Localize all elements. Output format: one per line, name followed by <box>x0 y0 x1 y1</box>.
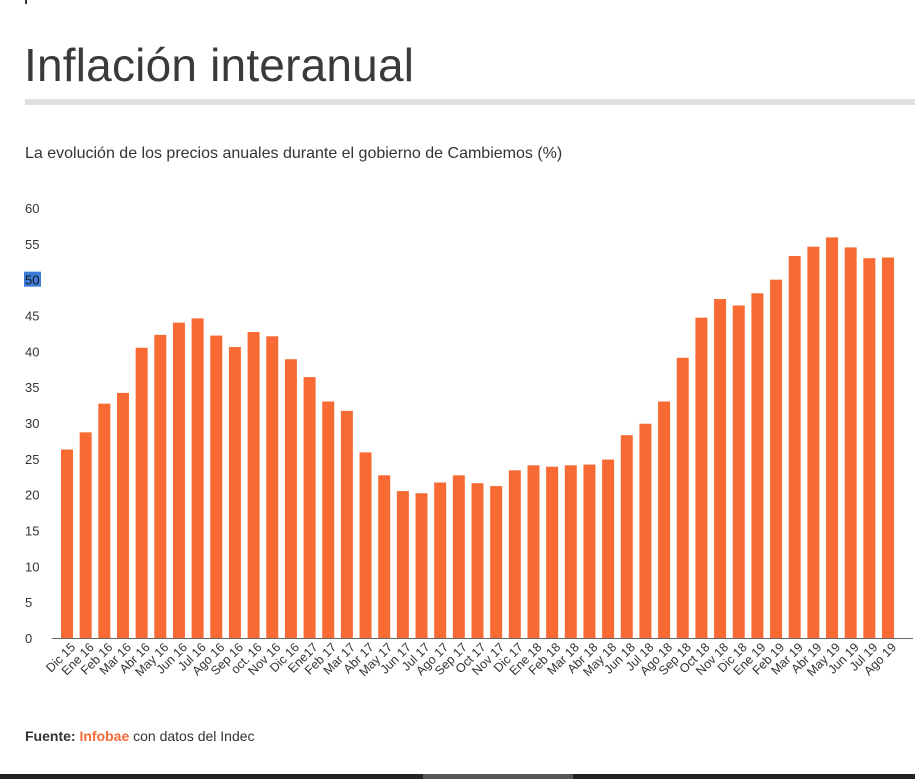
bar[interactable] <box>266 336 279 638</box>
bar[interactable] <box>546 466 559 638</box>
bar[interactable] <box>434 482 447 638</box>
chart-subtitle: La evolución de los precios anuales dura… <box>25 145 563 162</box>
bar[interactable] <box>396 491 409 638</box>
source-brand-link[interactable]: Infobae <box>79 728 130 744</box>
bar[interactable] <box>303 377 316 638</box>
y-tick-label: 60 <box>25 201 39 216</box>
bar[interactable] <box>116 392 129 638</box>
bar[interactable] <box>770 279 783 638</box>
title-divider <box>25 99 915 105</box>
source-prefix: Fuente: <box>25 728 76 744</box>
bar-series <box>61 237 894 639</box>
bar[interactable] <box>676 357 689 638</box>
y-tick-label: 30 <box>25 416 39 431</box>
bar[interactable] <box>620 435 633 638</box>
bar[interactable] <box>210 335 223 638</box>
bar[interactable] <box>172 322 185 638</box>
bar[interactable] <box>191 318 204 638</box>
bar[interactable] <box>714 299 727 638</box>
bar[interactable] <box>378 475 391 638</box>
bar[interactable] <box>826 237 839 638</box>
y-tick-label: 10 <box>25 559 39 574</box>
bar[interactable] <box>658 401 671 639</box>
bar[interactable] <box>98 403 111 638</box>
bar[interactable] <box>564 465 577 638</box>
y-tick-label: 0 <box>25 631 32 646</box>
bar[interactable] <box>228 347 241 638</box>
bar[interactable] <box>61 449 73 638</box>
source-note: Fuente: Infobae con datos del Indec <box>25 728 255 744</box>
bar[interactable] <box>639 423 652 638</box>
bar[interactable] <box>490 486 503 638</box>
y-tick-label: 20 <box>25 488 39 503</box>
bar[interactable] <box>284 359 297 638</box>
bar[interactable] <box>452 475 465 638</box>
bar[interactable] <box>844 247 857 639</box>
y-tick-label: 50 <box>25 273 39 288</box>
bar[interactable] <box>583 464 596 638</box>
bar[interactable] <box>247 331 260 638</box>
bar[interactable] <box>471 483 484 638</box>
y-tick-label: 40 <box>25 344 39 359</box>
bar[interactable] <box>807 246 820 638</box>
bar[interactable] <box>135 347 148 638</box>
bottom-scroll-thumb[interactable] <box>423 774 573 779</box>
bar[interactable] <box>863 258 876 638</box>
y-tick-label: 35 <box>25 380 39 395</box>
y-tick-label: 15 <box>25 524 39 539</box>
top-edge-mark <box>25 0 27 4</box>
bar[interactable] <box>602 459 615 638</box>
page-title: Inflación interanual <box>24 39 415 91</box>
bar[interactable] <box>732 305 745 638</box>
bar[interactable] <box>695 317 708 638</box>
y-tick-label: 25 <box>25 452 39 467</box>
bar[interactable] <box>527 465 540 638</box>
bar[interactable] <box>79 432 92 638</box>
bar[interactable] <box>788 256 801 638</box>
bar[interactable] <box>154 334 167 638</box>
bar[interactable] <box>882 257 894 638</box>
y-tick-label: 5 <box>25 595 32 610</box>
bar[interactable] <box>322 401 335 639</box>
bar[interactable] <box>340 410 353 638</box>
bar[interactable] <box>751 293 764 638</box>
bar[interactable] <box>508 470 521 638</box>
bar[interactable] <box>359 452 372 638</box>
bar[interactable] <box>415 493 428 638</box>
y-axis: 0 5 10 15 20 25 30 35 40 45 50 55 60 <box>24 201 41 646</box>
y-tick-label: 55 <box>25 237 39 252</box>
y-tick-label: 45 <box>25 309 39 324</box>
ytick-selection-highlight <box>24 271 41 287</box>
source-suffix: con datos del Indec <box>133 728 255 744</box>
